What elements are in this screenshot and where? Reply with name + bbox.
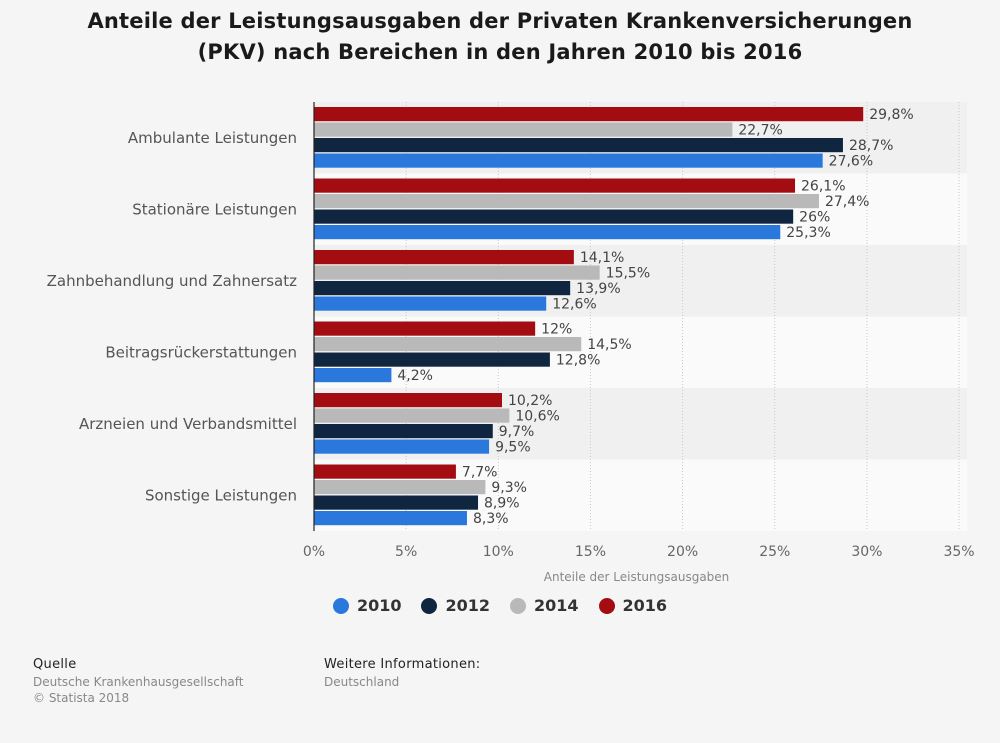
x-tick-label: 0% bbox=[303, 544, 325, 560]
bar-2012-zahnbehandlung-und-zahnersatz bbox=[314, 281, 571, 296]
bar-2012-ambulante-leistungen bbox=[314, 138, 843, 153]
bar-2012-sonstige-leistungen bbox=[314, 495, 479, 510]
bar-2016-beitragsruckerstattungen bbox=[314, 321, 536, 336]
bar-2016-stationare-leistungen bbox=[314, 178, 796, 193]
bar-2010-ambulante-leistungen bbox=[314, 153, 823, 168]
bar-2010-zahnbehandlung-und-zahnersatz bbox=[314, 296, 547, 311]
info-region: Deutschland bbox=[324, 675, 400, 689]
bar-2016-sonstige-leistungen bbox=[314, 464, 456, 479]
x-tick-label: 15% bbox=[575, 544, 606, 560]
value-label-2010-sonstige-leistungen: 8,3% bbox=[473, 511, 509, 527]
chart-legend: 2010 2012 2014 2016 bbox=[0, 596, 1000, 615]
category-label-sonstige-leistungen: Sonstige Leistungen bbox=[145, 486, 297, 504]
bar-2014-sonstige-leistungen bbox=[314, 480, 486, 495]
source-name: Deutsche Krankenhausgesellschaft bbox=[33, 675, 244, 689]
value-label-2014-beitragsruckerstattungen: 14,5% bbox=[587, 337, 631, 353]
x-tick-label: 10% bbox=[483, 544, 514, 560]
chart-title: Anteile der Leistungsausgaben der Privat… bbox=[0, 6, 1000, 68]
chart-title-line-1: Anteile der Leistungsausgaben der Privat… bbox=[87, 9, 913, 33]
value-label-2010-stationare-leistungen: 25,3% bbox=[786, 225, 830, 241]
info-heading[interactable]: Weitere Informationen: bbox=[324, 657, 481, 672]
value-label-2014-arzneien-und-verbandsmittel: 10,6% bbox=[515, 409, 559, 425]
bar-2016-arzneien-und-verbandsmittel bbox=[314, 393, 502, 408]
x-tick-label: 25% bbox=[759, 544, 790, 560]
category-label-arzneien-und-verbandsmittel: Arzneien und Verbandsmittel bbox=[79, 415, 297, 433]
value-label-2012-zahnbehandlung-und-zahnersatz: 13,9% bbox=[576, 281, 620, 297]
value-label-2014-stationare-leistungen: 27,4% bbox=[825, 194, 869, 210]
bar-2010-arzneien-und-verbandsmittel bbox=[314, 439, 490, 454]
bar-2014-stationare-leistungen bbox=[314, 194, 819, 209]
bar-2014-arzneien-und-verbandsmittel bbox=[314, 408, 510, 423]
x-axis-title: Anteile der Leistungsausgaben bbox=[544, 570, 730, 584]
bar-2016-zahnbehandlung-und-zahnersatz bbox=[314, 250, 574, 265]
bar-2012-beitragsruckerstattungen bbox=[314, 352, 550, 367]
x-tick-label: 35% bbox=[943, 544, 974, 560]
bar-2012-stationare-leistungen bbox=[314, 209, 794, 224]
legend-item-2014[interactable]: 2014 bbox=[510, 596, 579, 615]
value-label-2014-ambulante-leistungen: 22,7% bbox=[738, 123, 782, 139]
bar-2016-ambulante-leistungen bbox=[314, 107, 864, 122]
legend-marker-2016 bbox=[598, 597, 615, 614]
bar-2012-arzneien-und-verbandsmittel bbox=[314, 424, 493, 439]
legend-item-2016[interactable]: 2016 bbox=[598, 596, 668, 615]
category-label-stationare-leistungen: Stationäre Leistungen bbox=[132, 200, 297, 218]
value-label-2010-zahnbehandlung-und-zahnersatz: 12,6% bbox=[552, 297, 596, 313]
x-tick-label: 5% bbox=[395, 544, 417, 560]
value-label-2012-arzneien-und-verbandsmittel: 9,7% bbox=[499, 424, 535, 440]
legend-item-2012[interactable]: 2012 bbox=[421, 596, 490, 615]
x-tick-label: 20% bbox=[667, 544, 698, 560]
info-block: Weitere Informationen: Deutschland bbox=[324, 657, 480, 690]
legend-marker-2010 bbox=[332, 597, 349, 614]
value-label-2010-beitragsruckerstattungen: 4,2% bbox=[397, 368, 433, 384]
value-label-2010-arzneien-und-verbandsmittel: 9,5% bbox=[495, 440, 531, 456]
value-label-2010-ambulante-leistungen: 27,6% bbox=[829, 154, 873, 170]
value-label-2016-sonstige-leistungen: 7,7% bbox=[462, 465, 498, 481]
legend-item-2010[interactable]: 2010 bbox=[332, 596, 402, 615]
x-tick-label: 30% bbox=[851, 544, 882, 560]
legend-marker-2014 bbox=[510, 597, 526, 614]
source-heading: Quelle bbox=[33, 657, 77, 672]
value-label-2012-stationare-leistungen: 26% bbox=[799, 210, 830, 226]
value-label-2016-arzneien-und-verbandsmittel: 10,2% bbox=[508, 393, 552, 409]
category-label-beitragsruckerstattungen: Beitragsrückerstattungen bbox=[105, 343, 297, 361]
category-label-zahnbehandlung-und-zahnersatz: Zahnbehandlung und Zahnersatz bbox=[47, 272, 297, 290]
value-label-2016-ambulante-leistungen: 29,8% bbox=[869, 107, 913, 123]
legend-label-2016: 2016 bbox=[622, 596, 668, 615]
bar-2014-ambulante-leistungen bbox=[314, 122, 733, 137]
value-label-2016-zahnbehandlung-und-zahnersatz: 14,1% bbox=[580, 250, 624, 266]
legend-label-2010: 2010 bbox=[356, 596, 402, 615]
value-label-2016-beitragsruckerstattungen: 12% bbox=[541, 322, 572, 338]
bar-2014-beitragsruckerstattungen bbox=[314, 337, 582, 352]
category-label-ambulante-leistungen: Ambulante Leistungen bbox=[128, 129, 297, 147]
bar-2010-beitragsruckerstattungen bbox=[314, 368, 392, 383]
chart-title-line-2: (PKV) nach Bereichen in den Jahren 2010 … bbox=[197, 40, 803, 64]
copyright: © Statista 2018 bbox=[33, 691, 130, 705]
value-label-2014-sonstige-leistungen: 9,3% bbox=[491, 480, 527, 496]
value-label-2014-zahnbehandlung-und-zahnersatz: 15,5% bbox=[606, 266, 650, 282]
bar-2010-stationare-leistungen bbox=[314, 225, 781, 240]
source-block: Quelle Deutsche Krankenhausgesellschaft … bbox=[33, 657, 244, 706]
legend-marker-2012 bbox=[421, 597, 438, 614]
bar-2010-sonstige-leistungen bbox=[314, 511, 467, 526]
bar-chart: 29,8% 22,7% 28,7%27,6% Ambulante Leistungen… bbox=[47, 102, 975, 584]
value-label-2016-stationare-leistungen: 26,1% bbox=[801, 179, 845, 195]
value-label-2012-ambulante-leistungen: 28,7% bbox=[849, 138, 893, 154]
legend-label-2014: 2014 bbox=[534, 596, 579, 615]
value-label-2012-sonstige-leistungen: 8,9% bbox=[484, 496, 520, 512]
value-label-2012-beitragsruckerstattungen: 12,8% bbox=[556, 353, 600, 369]
legend-label-2012: 2012 bbox=[445, 596, 490, 615]
bar-2014-zahnbehandlung-und-zahnersatz bbox=[314, 265, 600, 280]
